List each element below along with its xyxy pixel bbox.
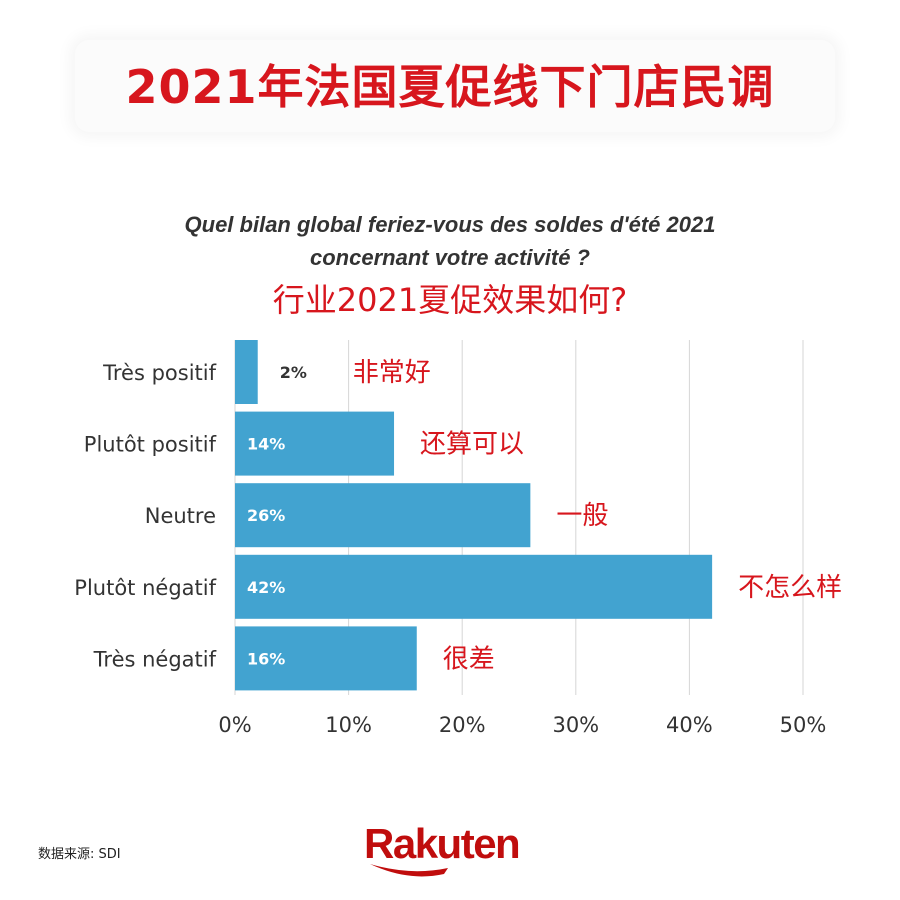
data-label: 14% <box>247 435 285 454</box>
data-label: 16% <box>247 649 285 668</box>
data-label: 2% <box>280 363 307 382</box>
x-tick-label: 10% <box>325 713 372 737</box>
category-label: Plutôt négatif <box>74 576 216 600</box>
bar-annotation: 非常好 <box>353 358 431 388</box>
x-tick-label: 0% <box>218 713 251 737</box>
category-label: Plutôt positif <box>84 433 217 457</box>
x-tick-label: 30% <box>552 713 599 737</box>
rakuten-logo: Rakuten <box>364 820 521 877</box>
bar-annotation: 一般 <box>556 501 608 531</box>
bar <box>235 340 258 404</box>
x-tick-label: 40% <box>666 713 713 737</box>
x-tick-label: 50% <box>780 713 827 737</box>
chart-title-french: Quel bilan global feriez-vous des soldes… <box>110 208 790 274</box>
bar-annotation: 很差 <box>443 644 495 674</box>
bar <box>235 626 417 691</box>
source-note: 数据来源: SDI <box>38 847 121 862</box>
page-title: 2021年法国夏促线下门店民调 <box>125 60 775 114</box>
category-label: Très positif <box>102 361 216 385</box>
bar-annotation: 不怎么样 <box>738 573 842 603</box>
header-banner <box>75 40 835 132</box>
logo-swoosh <box>370 864 448 877</box>
chart-title-line-1: Quel bilan global feriez-vous des soldes… <box>184 212 716 237</box>
bar <box>235 483 531 548</box>
logo-text: Rakuten <box>364 820 519 867</box>
chart-title-chinese: 行业2021夏促效果如何? <box>272 281 628 319</box>
bar-annotation: 还算可以 <box>420 430 524 460</box>
bar <box>235 554 713 619</box>
x-tick-label: 20% <box>439 713 486 737</box>
category-label: Très négatif <box>93 647 217 671</box>
data-label: 42% <box>247 578 285 597</box>
bar <box>235 411 395 476</box>
category-label: Neutre <box>145 504 216 528</box>
chart-title-line-2: concernant votre activité ? <box>310 245 590 270</box>
data-label: 26% <box>247 506 285 525</box>
